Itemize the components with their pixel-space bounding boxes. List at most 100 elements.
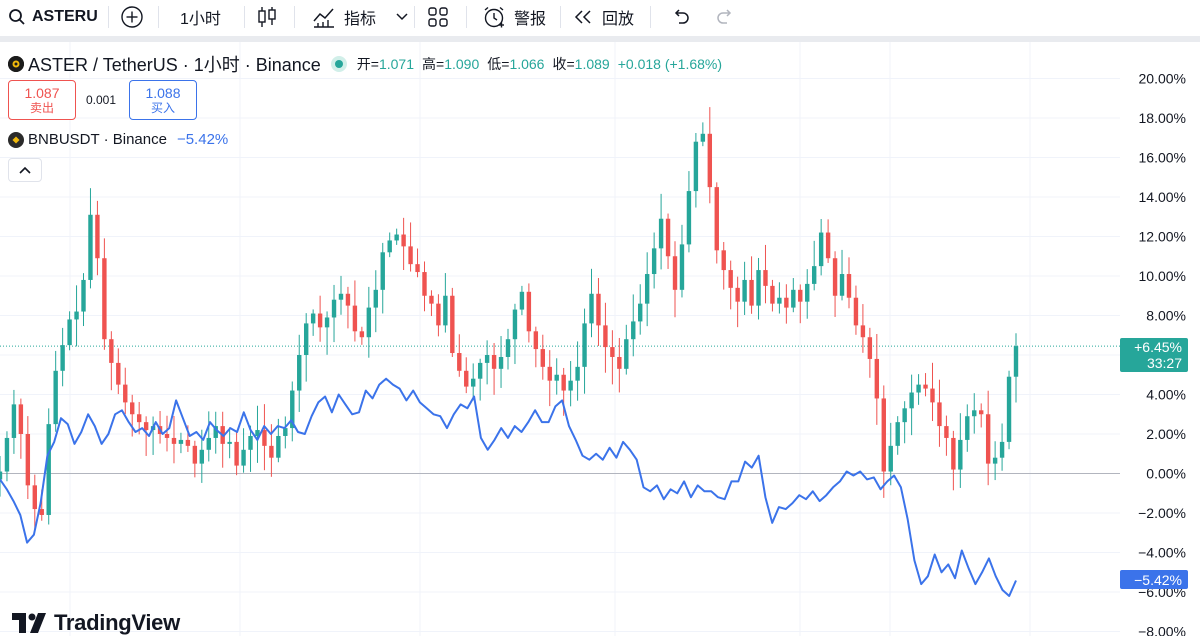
aster-candles [0, 107, 1019, 532]
candle-body [930, 388, 935, 403]
tradingview-logo[interactable]: TradingView [12, 610, 180, 636]
toolbar-divider [294, 6, 295, 28]
compare-series-legend[interactable]: BNBUSDT · Binance −5.42% [8, 131, 228, 148]
candle-body [881, 398, 886, 472]
candle-body [638, 303, 643, 322]
toolbar-divider [560, 6, 561, 28]
candle-body [213, 426, 218, 438]
candle-body [540, 349, 545, 367]
candle-body [171, 437, 177, 444]
chevron-up-icon [19, 166, 31, 174]
main-series-legend[interactable]: ASTER / TetherUS · 1小时 · Binance 开= 1.07… [8, 51, 730, 77]
buy-button[interactable]: 1.088 买入 [129, 80, 197, 120]
candle-body [992, 457, 998, 464]
replay-label: 回放 [602, 11, 635, 28]
candle-body [770, 285, 775, 304]
price-scale-tick-label: −8.00% [1138, 624, 1186, 636]
candle-body [972, 410, 977, 417]
compare-price-tag: −5.42% [1120, 570, 1188, 589]
candle-body [136, 414, 142, 423]
candle-body [429, 295, 434, 304]
interval-button[interactable]: 1小时 [180, 0, 221, 34]
bnb-coin-icon [8, 131, 24, 148]
candle-body [651, 248, 657, 275]
candle-body [276, 435, 281, 458]
toolbar-bottom-band [0, 36, 1200, 42]
candle-body [345, 293, 351, 306]
candle-body [526, 291, 532, 332]
candle-body [867, 337, 873, 359]
price-scale-tick-label: 16.00% [1139, 150, 1186, 166]
candle-body [700, 133, 706, 142]
candle-body [693, 141, 699, 192]
high-label: 高= [422, 56, 445, 72]
alerts-button[interactable]: 警报 [482, 0, 546, 34]
candle-body [923, 384, 928, 389]
candle-body [74, 311, 79, 320]
candle-body [791, 289, 796, 308]
candle-body [4, 437, 10, 472]
close-value: 1.089 [574, 56, 610, 72]
low-label: 低= [487, 56, 510, 72]
candle-body [234, 441, 239, 466]
indicators-icon [312, 5, 336, 29]
tradingview-logo-icon [12, 613, 48, 633]
candle-body [603, 325, 608, 348]
candle-body [777, 297, 782, 304]
compare-symbol-button[interactable] [120, 0, 144, 34]
candle-body [373, 289, 378, 308]
layouts-button[interactable] [427, 0, 449, 34]
aster-coin-icon [8, 56, 24, 72]
sell-label: 卖出 [29, 101, 54, 115]
candle-body [909, 392, 914, 409]
candle-body [839, 274, 845, 296]
candle-body [596, 293, 601, 326]
symbol-search-button[interactable]: ASTERUSDT [8, 0, 98, 34]
candle-body [916, 384, 921, 393]
candle-body [317, 313, 323, 328]
chart-type-button[interactable] [256, 0, 278, 34]
candle-body [749, 279, 754, 306]
candle-body [679, 244, 685, 290]
bnb-compare-line [0, 377, 1017, 597]
candle-body [714, 187, 719, 251]
candle-body [610, 347, 615, 357]
candle-body [805, 283, 810, 302]
candle-body [401, 234, 406, 247]
undo-icon [670, 9, 690, 25]
bnb-compare-polyline [0, 377, 1017, 597]
redo-button[interactable] [716, 0, 736, 34]
candle-body [672, 256, 678, 290]
candle-body [262, 430, 267, 446]
current-price-tag: +6.45% 33:27 [1120, 338, 1188, 372]
candle-body [290, 390, 295, 429]
collapse-legend-button[interactable] [8, 158, 42, 182]
candle-body [443, 295, 448, 326]
candle-body [519, 291, 525, 310]
sell-button[interactable]: 1.087 卖出 [8, 80, 76, 120]
candle-body [763, 270, 768, 286]
replay-button[interactable]: 回放 [572, 0, 634, 34]
candle-body [102, 258, 107, 340]
search-icon [8, 8, 26, 26]
undo-button[interactable] [670, 0, 690, 34]
candle-body [902, 408, 907, 423]
chevron-down-icon [396, 13, 408, 21]
candle-body [665, 218, 671, 257]
candle-body [561, 374, 566, 391]
indicators-dropdown[interactable] [396, 0, 408, 34]
candle-body [985, 414, 991, 464]
redo-icon [716, 9, 736, 25]
candle-body [958, 439, 963, 470]
compare-series-title: BNBUSDT · Binance [28, 131, 167, 148]
candle-body [742, 279, 747, 302]
candle-body [1013, 346, 1019, 377]
candle-body [644, 274, 650, 304]
indicators-button[interactable]: 指标 [312, 0, 376, 34]
candle-body [512, 309, 518, 340]
price-scale-tick-label: 14.00% [1139, 189, 1186, 205]
price-scale-tick-label: 18.00% [1139, 110, 1186, 126]
candle-body [352, 305, 358, 332]
candle-body [199, 449, 205, 464]
candle-body [818, 232, 824, 267]
